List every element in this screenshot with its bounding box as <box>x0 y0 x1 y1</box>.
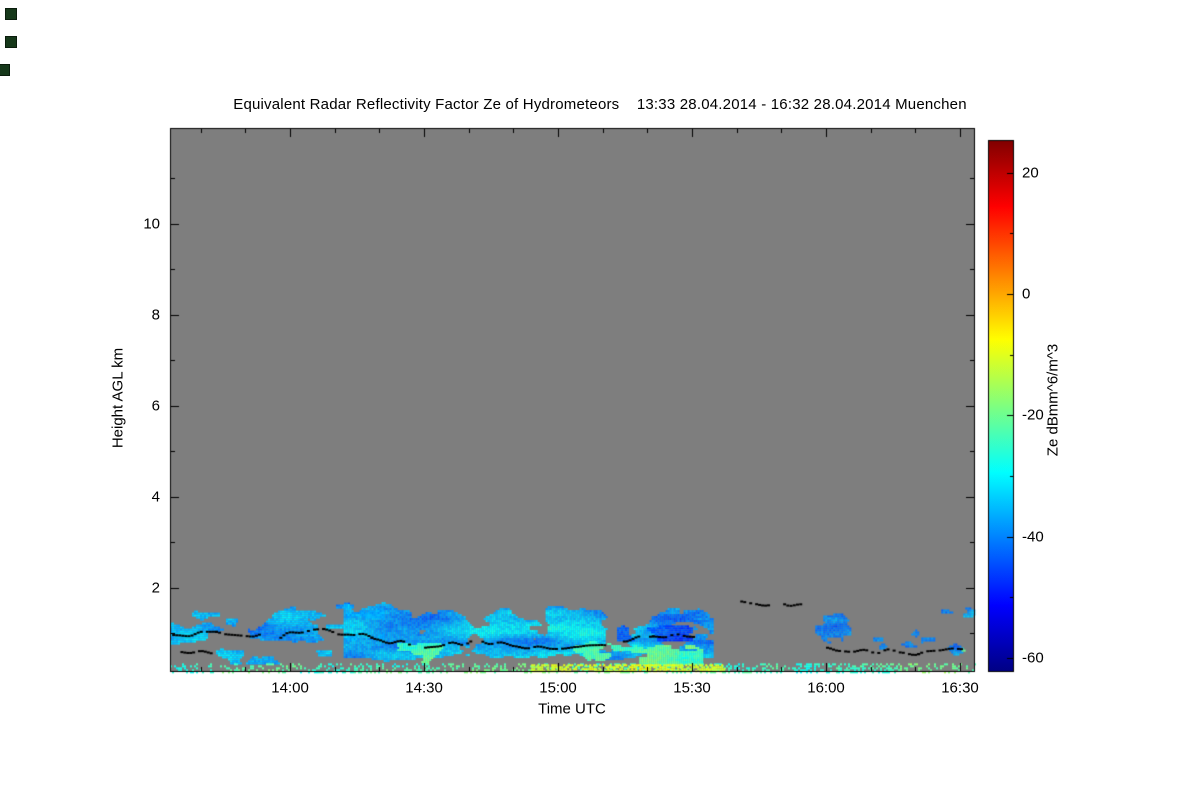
desktop-artifact-icon <box>0 64 10 76</box>
x-tick-label: 16:30 <box>941 679 979 697</box>
y-tick-label: 6 <box>151 397 160 415</box>
x-axis-label: Time UTC <box>538 700 606 718</box>
desktop-artifact-icon <box>5 8 17 20</box>
colorbar-label: Ze dBmm^6/m^3 <box>1044 343 1062 457</box>
y-tick-label: 2 <box>151 579 160 597</box>
x-tick-label: 16:00 <box>807 679 845 697</box>
colorbar-tick-label: 0 <box>1022 285 1031 303</box>
x-tick-label: 15:00 <box>539 679 577 697</box>
y-tick-label: 10 <box>143 215 160 233</box>
x-tick-label: 15:30 <box>673 679 711 697</box>
y-tick-label: 8 <box>151 306 160 324</box>
colorbar-tick-label: -40 <box>1022 528 1044 546</box>
chart-title: Equivalent Radar Reflectivity Factor Ze … <box>233 96 967 113</box>
desktop-artifact-icon <box>5 36 17 48</box>
x-tick-label: 14:30 <box>405 679 443 697</box>
colorbar-tick-label: 20 <box>1022 164 1039 182</box>
x-tick-label: 14:00 <box>271 679 309 697</box>
colorbar-tick-label: -60 <box>1022 649 1044 667</box>
y-axis-label: Height AGL km <box>109 347 127 449</box>
colorbar-tick-label: -20 <box>1022 406 1044 424</box>
y-tick-label: 4 <box>151 488 160 506</box>
